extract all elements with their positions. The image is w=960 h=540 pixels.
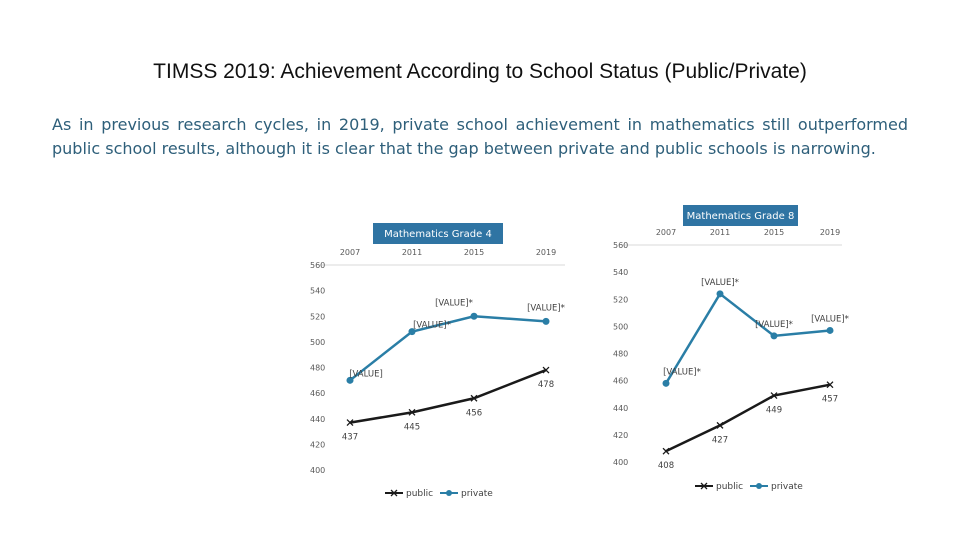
- data-point-public: [662, 447, 670, 455]
- series-line-private: [349, 314, 547, 382]
- data-label-public: 427: [712, 435, 728, 445]
- data-label-private: [VALUE]*: [435, 298, 473, 308]
- data-point-public: [770, 392, 778, 400]
- chart-grade8: Mathematics Grade 8 2007 2011 2015 2019 400 42…: [610, 205, 860, 495]
- slide-body-text: As in previous research cycles, in 2019,…: [52, 115, 908, 158]
- chart-grade8-svg: Mathematics Grade 8 2007 2011 2015 2019 400 42…: [613, 205, 849, 492]
- y-tick-label: 480: [310, 364, 325, 373]
- legend-marker-public: [390, 489, 398, 497]
- data-label-public: 445: [404, 422, 420, 432]
- y-tick-label: 500: [310, 338, 325, 347]
- chart-title-box: [373, 223, 503, 244]
- data-point-private: [716, 290, 724, 298]
- series-line-public: [349, 368, 547, 424]
- legend-label-private: private: [461, 489, 493, 499]
- chart-title: Mathematics Grade 4: [384, 229, 492, 240]
- data-point-public: [542, 366, 550, 374]
- data-label-public: 408: [658, 461, 674, 471]
- data-point-public: [346, 419, 354, 427]
- y-tick-label: 480: [613, 350, 628, 359]
- x-tick-label: 2011: [402, 248, 422, 257]
- x-tick-label: 2019: [820, 228, 840, 237]
- y-tick-label: 420: [613, 431, 628, 440]
- data-point-private: [470, 312, 478, 320]
- x-tick-label: 2015: [764, 228, 784, 237]
- x-tick-label: 2007: [656, 228, 676, 237]
- data-point-private: [662, 379, 670, 387]
- legend-marker-private: [446, 490, 452, 496]
- series-line-public: [665, 383, 831, 453]
- x-tick-label: 2011: [710, 228, 730, 237]
- legend-label-public: public: [716, 482, 743, 492]
- data-label-public: 437: [342, 433, 358, 443]
- x-tick-label: 2007: [340, 248, 360, 257]
- data-point-public: [716, 421, 724, 429]
- y-tick-label: 560: [310, 261, 325, 270]
- data-point-private: [770, 332, 778, 340]
- data-label-private: [VALUE]*: [413, 321, 451, 331]
- x-tick-label: 2019: [536, 248, 556, 257]
- data-label-private: [VALUE]*: [755, 320, 793, 330]
- slide-title: TIMSS 2019: Achievement According to Sch…: [153, 60, 807, 83]
- chart-grade4-svg: Mathematics Grade 4 2007 2011 2015 2019 400 42…: [310, 223, 565, 499]
- y-tick-label: 460: [310, 389, 325, 398]
- data-label-private: [VALUE]*: [811, 314, 849, 324]
- legend-marker-private: [756, 483, 762, 489]
- y-tick-label: 400: [310, 466, 325, 475]
- data-label-private: [VALUE]: [349, 369, 383, 379]
- data-label-public: 457: [822, 395, 838, 405]
- data-point-private: [408, 328, 416, 336]
- y-tick-label: 520: [310, 312, 325, 321]
- y-tick-label: 500: [613, 322, 628, 331]
- chart-title-box: [683, 205, 798, 226]
- y-tick-label: 400: [613, 458, 628, 467]
- legend-label-private: private: [771, 482, 803, 492]
- data-point-public: [408, 408, 416, 416]
- chart-grade4: Mathematics Grade 4 2007 2011 2015 2019 400 42…: [290, 220, 590, 505]
- y-tick-label: 540: [613, 268, 628, 277]
- data-point-private: [826, 326, 834, 334]
- data-label-public: 456: [466, 408, 482, 418]
- data-label-private: [VALUE]*: [663, 367, 701, 377]
- data-point-private: [542, 317, 550, 325]
- series-line-private: [664, 291, 831, 384]
- data-label-private: [VALUE]*: [527, 303, 565, 313]
- data-point-public: [826, 381, 834, 389]
- y-tick-label: 460: [613, 377, 628, 386]
- y-tick-label: 520: [613, 295, 628, 304]
- data-label-public: 478: [538, 380, 554, 390]
- legend-marker-public: [700, 482, 708, 490]
- y-tick-label: 540: [310, 287, 325, 296]
- legend-label-public: public: [406, 489, 433, 499]
- data-label-public: 449: [766, 406, 782, 416]
- data-point-private: [346, 376, 354, 384]
- y-tick-label: 420: [310, 440, 325, 449]
- y-tick-label: 440: [310, 415, 325, 424]
- data-point-public: [470, 394, 478, 402]
- x-tick-label: 2015: [464, 248, 484, 257]
- data-label-private: [VALUE]*: [701, 278, 739, 288]
- chart-title: Mathematics Grade 8: [687, 211, 795, 222]
- y-tick-label: 440: [613, 404, 628, 413]
- y-tick-label: 560: [613, 241, 628, 250]
